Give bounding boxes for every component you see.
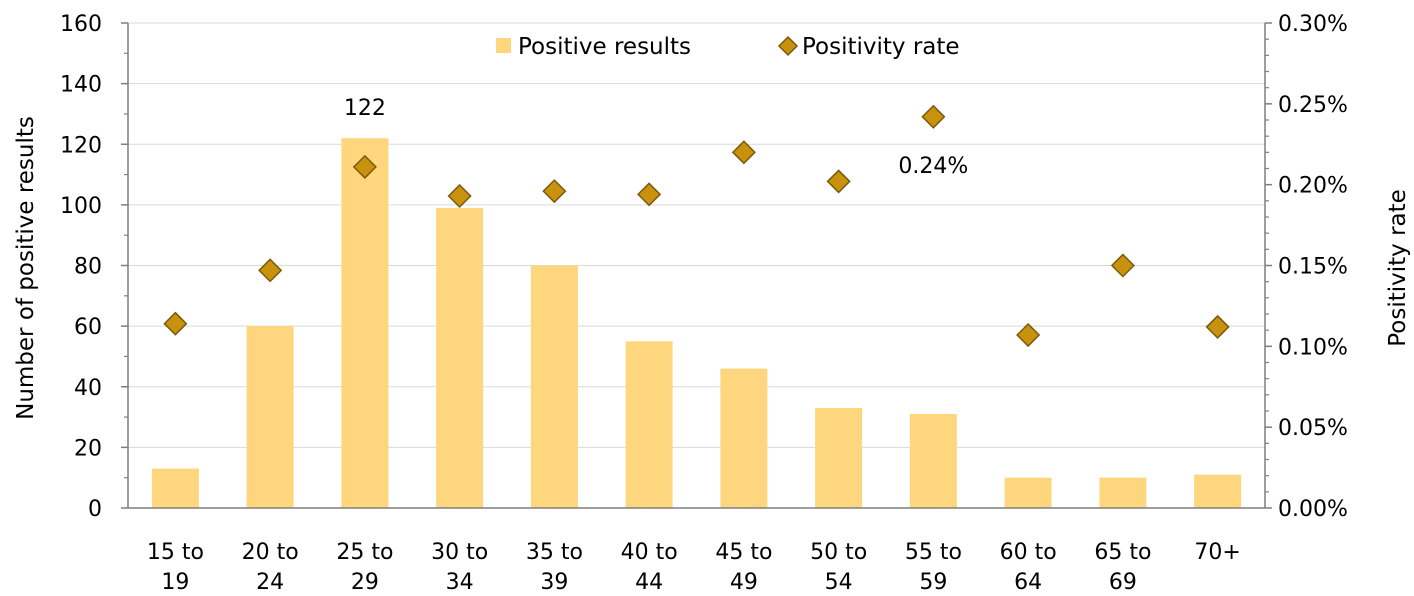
x-tick-label-line: 65 to	[1094, 540, 1151, 565]
x-tick-label: 45 to 49	[715, 540, 772, 595]
x-tick-label-line: 19	[161, 570, 189, 595]
x-tick-label-line: 69	[1109, 570, 1137, 595]
y2-axis-title: Positivity rate	[1385, 189, 1411, 347]
x-tick-label-line: 50 to	[810, 540, 867, 565]
rate-marker	[731, 140, 756, 165]
y2-tick-label: 0.05%	[1278, 416, 1348, 441]
legend-label-positivity-rate: Positivity rate	[802, 34, 960, 60]
bar	[909, 414, 957, 508]
rate-data-label: 0.24%	[898, 154, 968, 179]
bar	[151, 468, 199, 508]
rate-marker	[352, 154, 377, 179]
rate-marker	[1205, 314, 1230, 339]
x-tick-label-line: 60 to	[1000, 540, 1057, 565]
rate-marker	[542, 179, 567, 204]
x-tick-label-line: 15 to	[147, 540, 204, 565]
gridlines	[128, 22, 1265, 448]
x-tick-label-line: 30 to	[431, 540, 488, 565]
rate-marker	[921, 104, 946, 129]
bar	[1004, 477, 1052, 508]
rate-marker	[258, 258, 283, 283]
bar	[815, 407, 863, 508]
x-tick-label-line: 45 to	[715, 540, 772, 565]
rate-marker	[826, 169, 851, 194]
bar	[341, 138, 389, 508]
rate-marker	[163, 311, 188, 336]
x-tick-label: 25 to 29	[336, 540, 393, 595]
x-tick-label-line: 59	[919, 570, 947, 595]
rate-marker	[1110, 253, 1135, 278]
x-tick-label: 40 to 44	[621, 540, 678, 595]
legend: Positive results Positivity rate	[496, 34, 960, 60]
marker-series	[163, 104, 1230, 348]
x-tick-label: 65 to 69	[1094, 540, 1151, 595]
y2-tick-label: 0.20%	[1278, 174, 1348, 199]
rate-marker	[447, 183, 472, 209]
x-tick-label-line: 24	[256, 570, 284, 595]
bar	[436, 207, 484, 508]
bar	[1099, 477, 1147, 508]
x-tick-label-line: 20 to	[242, 540, 299, 565]
y-tick-label: 60	[74, 315, 102, 340]
x-tick-label-line: 39	[540, 570, 568, 595]
y-tick-label: 80	[74, 255, 102, 280]
y-tick-label: 40	[74, 376, 102, 401]
bar	[720, 368, 768, 508]
bar	[625, 341, 673, 508]
bar-data-label: 122	[344, 96, 386, 121]
rate-marker	[637, 182, 662, 207]
x-tick-label: 20 to 24	[242, 540, 299, 595]
x-tick-label-line: 64	[1014, 570, 1042, 595]
x-tick-label: 35 to 39	[526, 540, 583, 595]
labels: 0 20 40 60 80 100 120 140 160 0.00% 0.05% 0.10% 0.15…	[60, 12, 1348, 595]
y2-tick-label: 0.15%	[1278, 255, 1348, 280]
x-tick-label-line: 44	[635, 570, 663, 595]
x-tick-label: 55 to 59	[905, 540, 962, 595]
legend-bar-swatch	[496, 38, 511, 53]
x-tick-label-line: 29	[351, 570, 379, 595]
axes	[121, 22, 1272, 509]
y-tick-label: 140	[60, 73, 102, 98]
x-tick-label-line: 40 to	[621, 540, 678, 565]
x-tick-label: 70+	[1194, 540, 1240, 565]
y-tick-label: 20	[74, 436, 102, 461]
x-tick-label: 15 to 19	[147, 540, 204, 595]
y2-tick-label: 0.25%	[1278, 93, 1348, 118]
bar	[1194, 474, 1242, 508]
x-tick-label: 50 to 54	[810, 540, 867, 595]
x-tick-label-line: 70+	[1194, 540, 1240, 565]
x-tick-label: 60 to 64	[1000, 540, 1057, 595]
x-tick-label-line: 25 to	[336, 540, 393, 565]
x-tick-label-line: 55 to	[905, 540, 962, 565]
legend-diamond-swatch	[777, 35, 799, 57]
y2-tick-label: 0.00%	[1278, 497, 1348, 522]
x-tick-label: 30 to 34	[431, 540, 488, 595]
y-tick-label: 120	[60, 133, 102, 158]
y2-tick-label: 0.10%	[1278, 335, 1348, 360]
bar-series	[151, 138, 1242, 508]
y-tick-label: 100	[60, 194, 102, 219]
x-tick-label-line: 54	[825, 570, 853, 595]
y-axis-title: Number of positive results	[13, 116, 39, 420]
legend-label-positive-results: Positive results	[518, 34, 691, 60]
x-tick-label-line: 49	[730, 570, 758, 595]
bar	[530, 265, 578, 508]
x-tick-label-line: 34	[446, 570, 474, 595]
y-tick-label: 160	[60, 12, 102, 37]
x-tick-label-line: 35 to	[526, 540, 583, 565]
y2-tick-label: 0.30%	[1278, 12, 1348, 37]
bar	[246, 326, 294, 508]
rate-marker	[1016, 322, 1041, 348]
y-tick-label: 0	[88, 497, 102, 522]
